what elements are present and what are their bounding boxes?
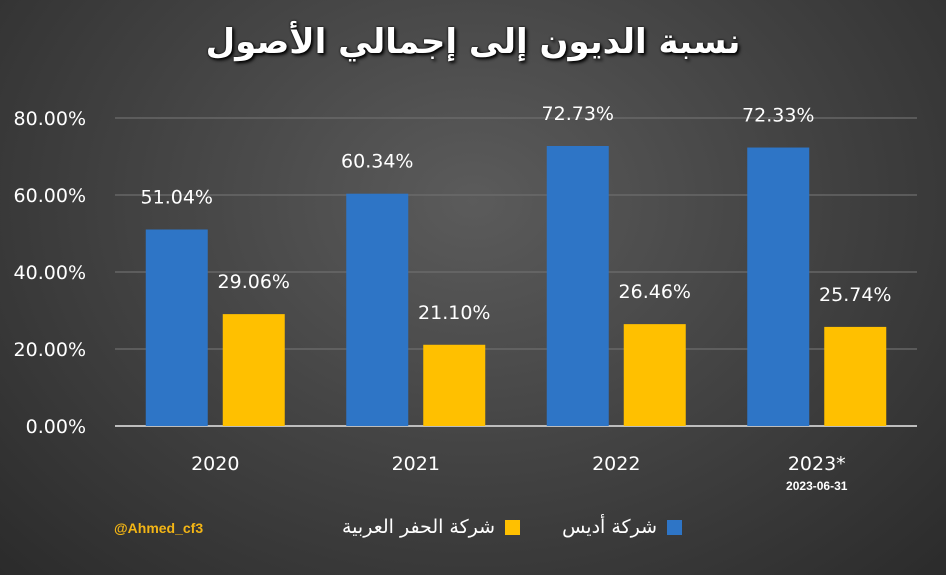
data-label: 72.73% — [542, 103, 614, 125]
data-label: 25.74% — [819, 284, 891, 306]
legend-swatch-series-1 — [667, 519, 683, 535]
data-label: 72.33% — [742, 105, 814, 127]
bar-2-2022 — [623, 324, 686, 426]
y-tick-label: 20.00% — [14, 339, 86, 361]
x-tick-label: 2021 — [392, 453, 440, 475]
legend-label-series-1: شركة أديس — [562, 516, 658, 538]
bar-1-2020 — [145, 229, 208, 426]
x-tick-label: 2020 — [191, 453, 239, 475]
data-label: 60.34% — [341, 151, 413, 173]
legend-label-series-2: شركة الحفر العربية — [342, 516, 496, 538]
chart-title: نسبة الديون إلى إجمالي الأصول — [205, 22, 741, 62]
x-tick-label: 2022 — [592, 453, 640, 475]
bar-2-2023 — [824, 326, 887, 426]
data-label: 51.04% — [141, 186, 213, 208]
bar-2-2020 — [222, 314, 285, 426]
y-tick-label: 80.00% — [14, 108, 86, 130]
x-tick-label: 2023* — [788, 453, 846, 475]
bar-1-2023 — [747, 147, 810, 427]
data-label: 21.10% — [418, 302, 490, 324]
legend-item-series-1: شركة أديس — [562, 516, 683, 538]
bars — [145, 145, 887, 427]
data-label: 29.06% — [218, 271, 290, 293]
bar-2-2021 — [423, 344, 486, 426]
legend: شركة أديس شركة الحفر العربية — [300, 516, 683, 538]
bar-1-2021 — [346, 193, 409, 426]
x-tick-note: 2023-06-31 — [786, 479, 848, 493]
y-tick-label: 0.00% — [26, 416, 86, 438]
y-tick-label: 60.00% — [14, 185, 86, 207]
data-label: 26.46% — [619, 281, 691, 303]
y-tick-label: 40.00% — [14, 262, 86, 284]
legend-item-series-2: شركة الحفر العربية — [342, 516, 521, 538]
legend-swatch-series-2 — [505, 519, 521, 535]
bar-1-2022 — [546, 145, 609, 426]
author-credit: @Ahmed_cf3 — [114, 520, 204, 536]
labels: 0.00% 20.00% 40.00% 60.00% 80.00% 51.04% 29.06… — [14, 103, 892, 493]
